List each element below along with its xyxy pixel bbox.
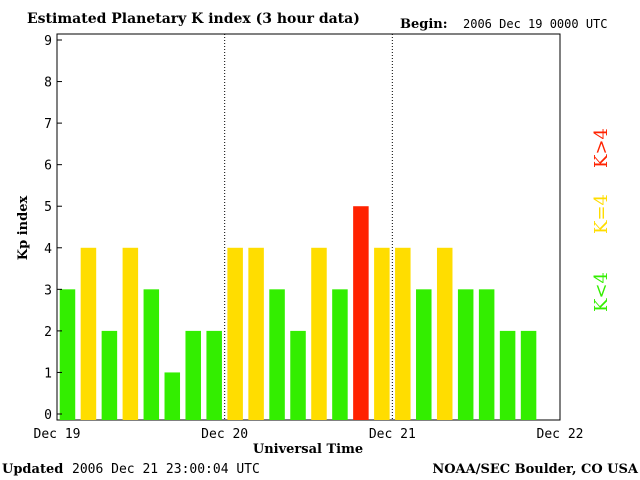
x-day-label: Dec 21 xyxy=(369,427,416,442)
plot-frame xyxy=(56,33,561,421)
y-tick-label: 7 xyxy=(44,117,52,132)
begin-label: Begin: xyxy=(400,17,448,32)
kp-bar xyxy=(395,247,411,420)
kp-bar xyxy=(290,330,306,420)
y-tick-label: 6 xyxy=(44,159,52,174)
x-day-label: Dec 20 xyxy=(201,427,248,442)
bar-series xyxy=(59,206,537,420)
legend-k-below-4: K<4 xyxy=(591,272,612,312)
kp-bar xyxy=(353,206,369,420)
kp-bar xyxy=(332,289,348,420)
chart-title: Estimated Planetary K index (3 hour data… xyxy=(27,11,360,27)
y-tick-label: 1 xyxy=(44,366,52,381)
y-tick-label: 8 xyxy=(44,76,52,91)
kp-bar xyxy=(185,330,201,420)
kp-bar xyxy=(457,289,474,420)
source-credit: NOAA/SEC Boulder, CO USA xyxy=(432,462,639,477)
y-tick-label: 4 xyxy=(44,242,52,257)
kp-bar xyxy=(143,289,160,420)
y-tick-label: 5 xyxy=(44,200,52,215)
kp-bar xyxy=(164,372,181,420)
x-day-label: Dec 19 xyxy=(34,427,81,442)
y-axis-ticks: 0 1 2 3 4 5 6 7 8 9 xyxy=(44,34,62,423)
kp-bar xyxy=(227,247,243,420)
updated-value: 2006 Dec 21 23:00:04 UTC xyxy=(72,462,260,477)
y-tick-label: 9 xyxy=(44,34,52,49)
begin-value: 2006 Dec 19 0000 UTC xyxy=(463,17,608,31)
kp-bar xyxy=(416,289,432,420)
y-axis-title: Kp index xyxy=(16,196,31,261)
legend-k-above-4: K>4 xyxy=(591,128,612,168)
kp-bar xyxy=(59,289,76,420)
kp-bar xyxy=(311,247,327,420)
kp-bar xyxy=(122,247,139,420)
kp-bar xyxy=(436,247,453,420)
y-tick-label: 2 xyxy=(44,325,52,340)
legend-k-equal-4: K=4 xyxy=(591,194,612,234)
kp-bar xyxy=(80,247,97,420)
kp-bar xyxy=(499,330,516,420)
kp-bar xyxy=(374,247,390,420)
updated-label: Updated xyxy=(2,462,63,477)
x-axis-title: Universal Time xyxy=(253,442,363,457)
kp-bar xyxy=(248,247,264,420)
x-axis-labels: Dec 19 Dec 20 Dec 21 Dec 22 xyxy=(34,427,584,442)
x-day-label: Dec 22 xyxy=(537,427,584,442)
y-tick-label: 0 xyxy=(44,408,52,423)
y-tick-label: 3 xyxy=(44,283,52,298)
kp-bar xyxy=(101,330,118,420)
kp-bar xyxy=(206,330,222,420)
kp-bar xyxy=(478,289,495,420)
kp-bar xyxy=(269,289,285,420)
kp-bar xyxy=(520,330,537,420)
